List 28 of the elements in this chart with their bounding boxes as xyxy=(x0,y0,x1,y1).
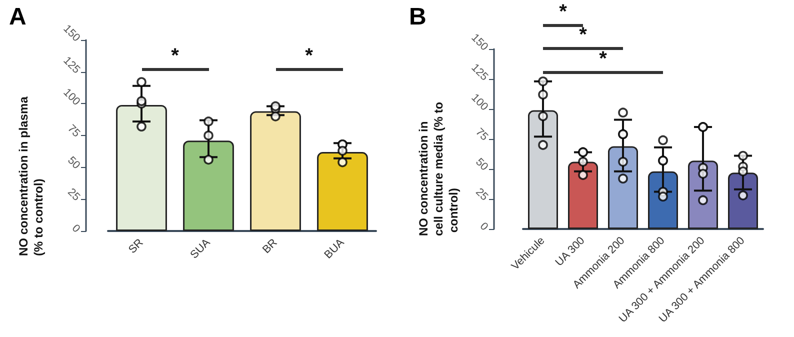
annotation: * xyxy=(171,45,179,68)
y-tick-label: 150 xyxy=(60,22,82,44)
x-tick-label: BR xyxy=(260,236,280,256)
y-tick-label: 0 xyxy=(477,220,490,234)
text: * xyxy=(559,0,567,24)
y-tick-label: 125 xyxy=(468,62,490,84)
y-tick-label: 150 xyxy=(468,32,490,54)
y-axis-title: NO concentration in plasma (% to control) xyxy=(16,93,46,256)
y-tick-label: 100 xyxy=(60,86,82,108)
y-tick-label: 50 xyxy=(65,154,82,172)
y-tick-label: 25 xyxy=(473,186,490,204)
x-tick-label: UA 300 xyxy=(553,234,588,269)
annotation: * xyxy=(599,48,607,70)
y-tick-label: 0 xyxy=(69,222,82,236)
y-tick-label: 75 xyxy=(473,126,490,144)
x-tick-label: BUA xyxy=(322,236,348,262)
x-tick-label: SUA xyxy=(188,236,214,262)
y-tick-label: 25 xyxy=(65,186,82,204)
annotation: * xyxy=(305,45,313,68)
text: * xyxy=(579,24,587,48)
y-tick-label: 75 xyxy=(65,122,82,140)
x-tick-label: SR xyxy=(126,236,146,256)
y-tick-label: 100 xyxy=(468,92,490,114)
y-axis-title: NO concentration in cell culture media (% to control) xyxy=(416,102,460,236)
y-tick-label: 125 xyxy=(60,54,82,76)
y-tick-label: 50 xyxy=(473,156,490,174)
chart-title: A xyxy=(9,4,26,30)
chart-title: B xyxy=(409,4,426,30)
